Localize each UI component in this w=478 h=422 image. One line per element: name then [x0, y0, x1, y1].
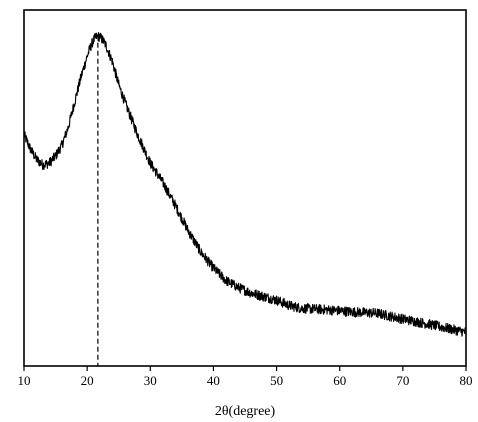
x-tick-label: 40	[207, 373, 220, 388]
x-tick-label: 10	[18, 373, 31, 388]
x-tick-label: 20	[81, 373, 94, 388]
x-tick-label: 60	[333, 373, 346, 388]
x-tick-label: 70	[396, 373, 409, 388]
x-axis-ticks	[23, 366, 467, 371]
series-line	[23, 32, 467, 337]
x-axis-tick-labels: 10 20 30 40 50 60 70 80	[18, 373, 473, 388]
x-tick-label: 30	[144, 373, 157, 388]
x-tick-label: 80	[460, 373, 473, 388]
plot-frame	[23, 9, 467, 367]
x-axis-label: 2θ(degree)	[215, 404, 276, 419]
x-tick-label: 50	[270, 373, 283, 388]
